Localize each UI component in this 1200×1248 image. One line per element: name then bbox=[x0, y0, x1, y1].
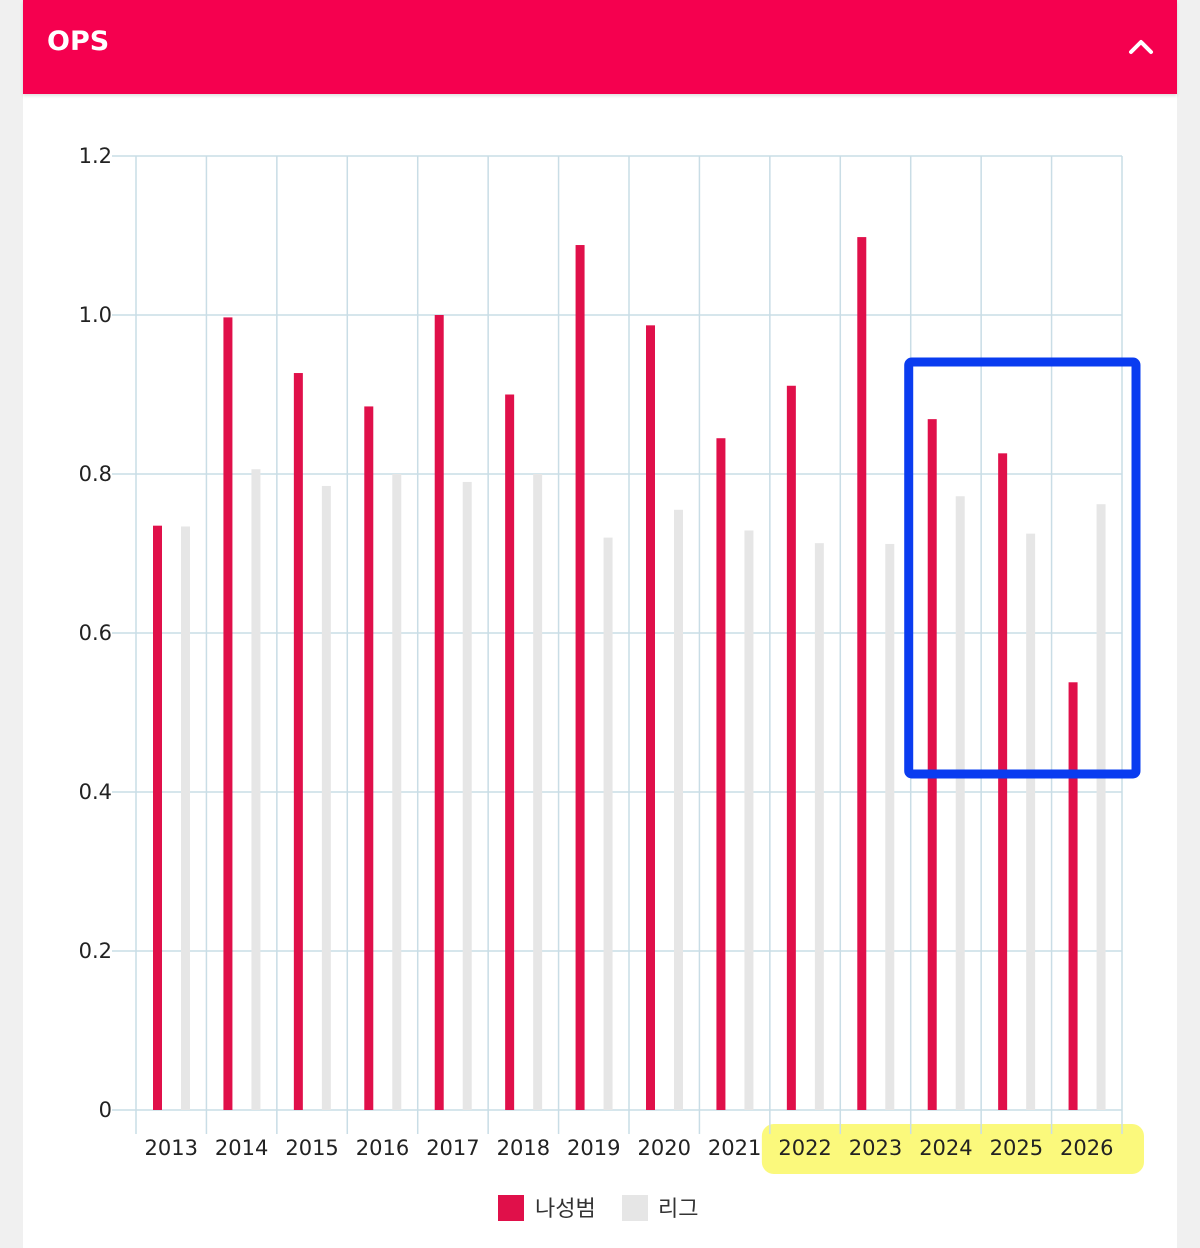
x-tick-label: 2015 bbox=[285, 1136, 338, 1160]
x-tick-label: 2019 bbox=[567, 1136, 620, 1160]
x-tick-label: 2020 bbox=[637, 1136, 690, 1160]
bar-league bbox=[181, 526, 190, 1110]
highlight-box bbox=[904, 357, 1141, 779]
x-tick-label: 2013 bbox=[144, 1136, 197, 1160]
bar-player bbox=[434, 315, 444, 1110]
year-highlight bbox=[761, 1124, 1144, 1174]
bar-league bbox=[814, 543, 824, 1110]
bar-player bbox=[293, 373, 303, 1110]
legend-swatch-league bbox=[622, 1195, 648, 1221]
x-tick-label: 2016 bbox=[356, 1136, 409, 1160]
y-tick-label: 1.0 bbox=[79, 303, 112, 327]
y-tick-label: 0.4 bbox=[79, 780, 112, 804]
bar-player bbox=[364, 406, 374, 1110]
ops-card: OPS bbox=[23, 0, 1177, 1248]
bar-player bbox=[646, 325, 655, 1111]
chevron-up-icon[interactable] bbox=[1121, 27, 1161, 67]
bar-league bbox=[392, 474, 402, 1110]
bar-player bbox=[857, 237, 867, 1111]
legend-label-player: 나성범 bbox=[535, 1197, 596, 1222]
legend-label-league: 리그 bbox=[658, 1197, 698, 1222]
bar-player bbox=[1068, 682, 1078, 1110]
bar-league bbox=[251, 469, 261, 1111]
bar-league bbox=[321, 485, 331, 1110]
bar-player bbox=[575, 245, 585, 1111]
bar-league bbox=[885, 543, 895, 1110]
x-tick-label: 2024 bbox=[919, 1136, 972, 1160]
x-tick-label: 2021 bbox=[708, 1136, 761, 1160]
y-tick-label: 0 bbox=[99, 1098, 112, 1122]
bar-league bbox=[603, 537, 613, 1110]
legend-swatch-player bbox=[498, 1195, 524, 1221]
bar-player bbox=[998, 453, 1008, 1111]
y-tick-label: 0.6 bbox=[79, 621, 112, 645]
bar-league bbox=[955, 496, 965, 1110]
bar-player bbox=[786, 385, 796, 1110]
card-header[interactable]: OPS bbox=[23, 0, 1177, 94]
bar-league bbox=[1096, 504, 1106, 1111]
bar-player bbox=[223, 317, 233, 1110]
bar-league bbox=[533, 474, 543, 1110]
y-tick-label: 1.2 bbox=[79, 144, 112, 168]
bar-league bbox=[1026, 533, 1036, 1110]
bar-league bbox=[674, 509, 683, 1110]
bar-player bbox=[927, 419, 937, 1110]
y-tick-label: 0.8 bbox=[79, 462, 112, 486]
y-tick-label: 0.2 bbox=[79, 939, 112, 963]
card-title: OPS bbox=[47, 26, 110, 57]
x-tick-label: 2025 bbox=[990, 1136, 1043, 1160]
x-tick-label: 2022 bbox=[778, 1136, 831, 1160]
bar-league bbox=[744, 530, 754, 1110]
x-tick-label: 2014 bbox=[215, 1136, 268, 1160]
x-tick-label: 2017 bbox=[426, 1136, 479, 1160]
x-tick-label: 2018 bbox=[497, 1136, 550, 1160]
bar-league bbox=[462, 481, 472, 1110]
x-tick-label: 2026 bbox=[1060, 1136, 1113, 1160]
x-tick-label: 2023 bbox=[849, 1136, 902, 1160]
bar-player bbox=[505, 394, 515, 1110]
bar-player bbox=[153, 525, 162, 1110]
bar-player bbox=[716, 438, 726, 1111]
